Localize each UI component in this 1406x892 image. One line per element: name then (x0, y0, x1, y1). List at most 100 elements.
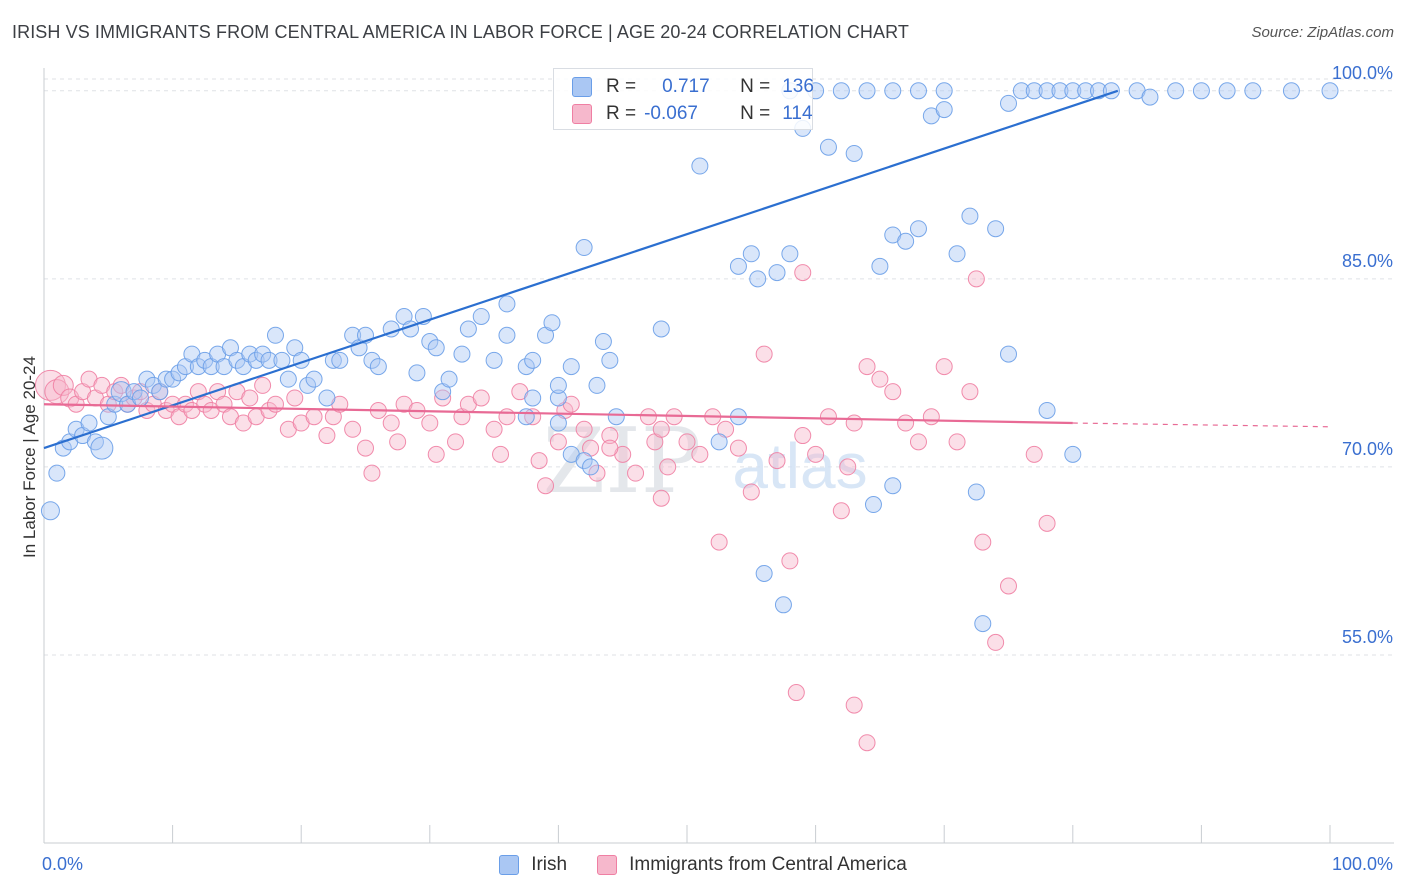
point-irish (768, 264, 786, 282)
source-label: Source: ZipAtlas.com (1251, 24, 1394, 41)
point-irish (1321, 82, 1339, 100)
point-immigrants (897, 414, 915, 432)
point-irish (170, 364, 188, 382)
point-irish (1192, 82, 1210, 100)
point-irish (884, 477, 902, 495)
point-irish (948, 245, 966, 263)
point-irish (607, 408, 625, 426)
y-tick-label: 100.0% (1332, 63, 1393, 83)
point-immigrants (537, 477, 555, 495)
point-immigrants (845, 414, 863, 432)
point-immigrants (485, 420, 503, 438)
point-irish (729, 257, 747, 275)
point-immigrants (286, 389, 304, 407)
point-immigrants (1000, 577, 1017, 595)
point-irish (755, 564, 773, 582)
point-irish (138, 370, 156, 388)
point-irish (440, 370, 458, 388)
point-irish (131, 389, 149, 407)
legend-item-irish[interactable]: Irish (499, 854, 567, 876)
point-irish (967, 483, 985, 501)
point-immigrants (967, 270, 985, 288)
watermark-atlas: atlas (732, 430, 867, 502)
point-immigrants (832, 502, 850, 520)
point-irish (749, 270, 767, 288)
point-immigrants (254, 376, 272, 394)
point-immigrants (839, 458, 857, 476)
point-irish (575, 239, 593, 257)
watermark: ZIP atlas (543, 409, 868, 514)
point-irish (305, 370, 323, 388)
point-irish (549, 389, 567, 407)
point-immigrants (549, 433, 567, 451)
point-irish (543, 314, 561, 332)
point-immigrants (807, 445, 825, 463)
point-immigrants (241, 389, 259, 407)
point-irish (909, 220, 927, 238)
point-immigrants (52, 374, 74, 396)
point-immigrants (659, 458, 677, 476)
series-legend: Irish Immigrants from Central America (0, 852, 1406, 878)
x-tick-label: 100.0% (1332, 854, 1393, 874)
series-irish-points (40, 82, 1339, 633)
point-irish (1244, 82, 1262, 100)
point-immigrants (987, 633, 1005, 651)
point-irish (864, 496, 882, 514)
point-immigrants (691, 445, 709, 463)
point-irish (1064, 445, 1082, 463)
point-immigrants (755, 345, 773, 363)
point-irish (961, 207, 979, 225)
point-immigrants (260, 401, 278, 419)
point-immigrants (389, 433, 407, 451)
y-tick-label: 70.0% (1342, 439, 1393, 459)
point-irish (1000, 345, 1017, 363)
axes (43, 68, 1394, 844)
point-immigrants (530, 452, 548, 470)
watermark-zip: ZIP (543, 409, 702, 514)
point-irish (517, 408, 535, 426)
point-irish (909, 82, 927, 100)
point-irish (832, 82, 850, 100)
point-immigrants (768, 452, 786, 470)
point-immigrants (948, 433, 966, 451)
point-immigrants (472, 389, 490, 407)
legend-item-immigrants[interactable]: Immigrants from Central America (597, 854, 907, 876)
point-immigrants (1025, 445, 1043, 463)
legend-r-label: R = (606, 76, 637, 97)
point-irish (299, 376, 317, 394)
point-irish (935, 82, 953, 100)
legend-n-value: 136 (782, 76, 814, 97)
point-irish (517, 358, 535, 376)
point-irish (1064, 82, 1082, 100)
point-immigrants (588, 464, 606, 482)
point-irish (774, 596, 792, 614)
point-immigrants (742, 483, 760, 501)
chart-title: IRISH VS IMMIGRANTS FROM CENTRAL AMERICA… (12, 22, 909, 42)
point-irish (549, 376, 567, 394)
point-irish (974, 615, 992, 633)
point-immigrants (922, 408, 940, 426)
point-irish (575, 452, 593, 470)
trend-line-irish (43, 89, 1119, 450)
point-immigrants (710, 533, 728, 551)
point-immigrants (871, 370, 889, 388)
point-irish (40, 501, 60, 521)
point-irish (1025, 82, 1043, 100)
point-irish (1000, 94, 1017, 112)
point-immigrants (652, 420, 670, 438)
legend-label-irish: Irish (531, 854, 568, 875)
point-irish (498, 326, 516, 344)
point-irish (318, 389, 336, 407)
legend-n-label: N = (740, 76, 771, 97)
trend-line-immigrants-extension (1072, 422, 1331, 428)
point-immigrants (678, 433, 696, 451)
point-irish (427, 339, 445, 357)
point-irish (594, 333, 612, 351)
point-immigrants (434, 389, 452, 407)
point-irish (1077, 82, 1095, 100)
point-irish (652, 320, 670, 338)
point-irish (742, 245, 760, 263)
point-immigrants (344, 420, 362, 438)
point-irish (691, 157, 709, 175)
point-immigrants (601, 439, 619, 457)
